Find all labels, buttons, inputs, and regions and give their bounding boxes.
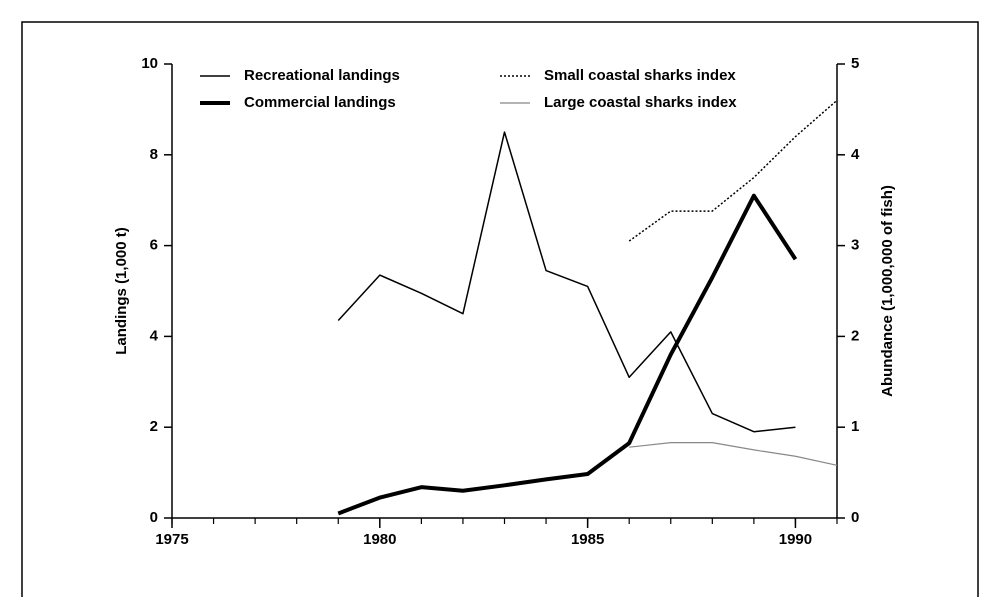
frame	[21, 21, 979, 597]
y2-tick-label: 0	[851, 509, 859, 526]
y-tick-label: 0	[150, 509, 158, 526]
y-tick-label: 6	[150, 237, 158, 254]
legend-label: Large coastal sharks index	[544, 94, 737, 111]
x-tick-label: 1975	[155, 531, 188, 548]
y2-axis-label: Abundance (1,000,000 of fish)	[879, 185, 896, 397]
y-tick-label: 2	[150, 418, 158, 435]
series-line	[629, 442, 838, 466]
y-tick-label: 8	[150, 146, 158, 163]
series-line	[628, 99, 838, 242]
x-tick-label: 1980	[363, 531, 396, 548]
y-tick-label: 10	[141, 55, 158, 72]
y-tick-label: 4	[150, 327, 159, 344]
y2-tick-label: 1	[851, 418, 859, 435]
x-tick-label: 1985	[571, 531, 604, 548]
legend-label: Recreational landings	[244, 67, 400, 84]
series-line	[337, 193, 798, 516]
legend-label: Commercial landings	[244, 94, 396, 111]
y2-tick-label: 5	[851, 55, 859, 72]
series-line	[337, 131, 796, 433]
y2-tick-label: 4	[851, 146, 860, 163]
y-axis-label: Landings (1,000 t)	[113, 227, 130, 355]
y2-tick-label: 3	[851, 237, 859, 254]
legend-label: Small coastal sharks index	[544, 67, 736, 84]
y2-tick-label: 2	[851, 327, 859, 344]
x-tick-label: 1990	[779, 531, 812, 548]
